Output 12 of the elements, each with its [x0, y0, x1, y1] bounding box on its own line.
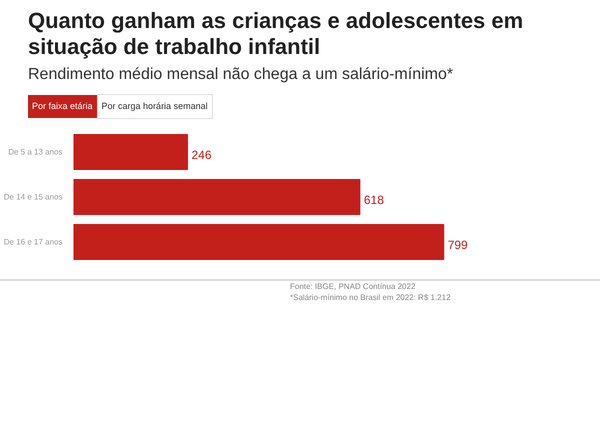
data-label: 618 [364, 192, 384, 207]
chart-subtitle: Rendimento médio mensal não chega a um salário-mínimo* [28, 64, 454, 84]
text: Por faixa etária [28, 94, 97, 118]
source-note: Fonte: IBGE, PNAD Contínua 2022 [290, 280, 416, 292]
y-tick-label: De 16 e 17 anos [4, 237, 63, 246]
text: Por carga horária semanal [96, 94, 213, 119]
y-tick-label: De 5 a 13 anos [8, 147, 63, 156]
data-label: 799 [448, 238, 468, 252]
text: *Salário-mínimo no Brasil em 2022: R$ 1.212 [290, 292, 451, 304]
y-tick-label: De 14 e 15 anos [4, 192, 63, 202]
chart-title: Quanto ganham as crianças e adolescentes em situação de trabalho infantil [28, 8, 524, 61]
data-label: 246 [191, 148, 212, 162]
